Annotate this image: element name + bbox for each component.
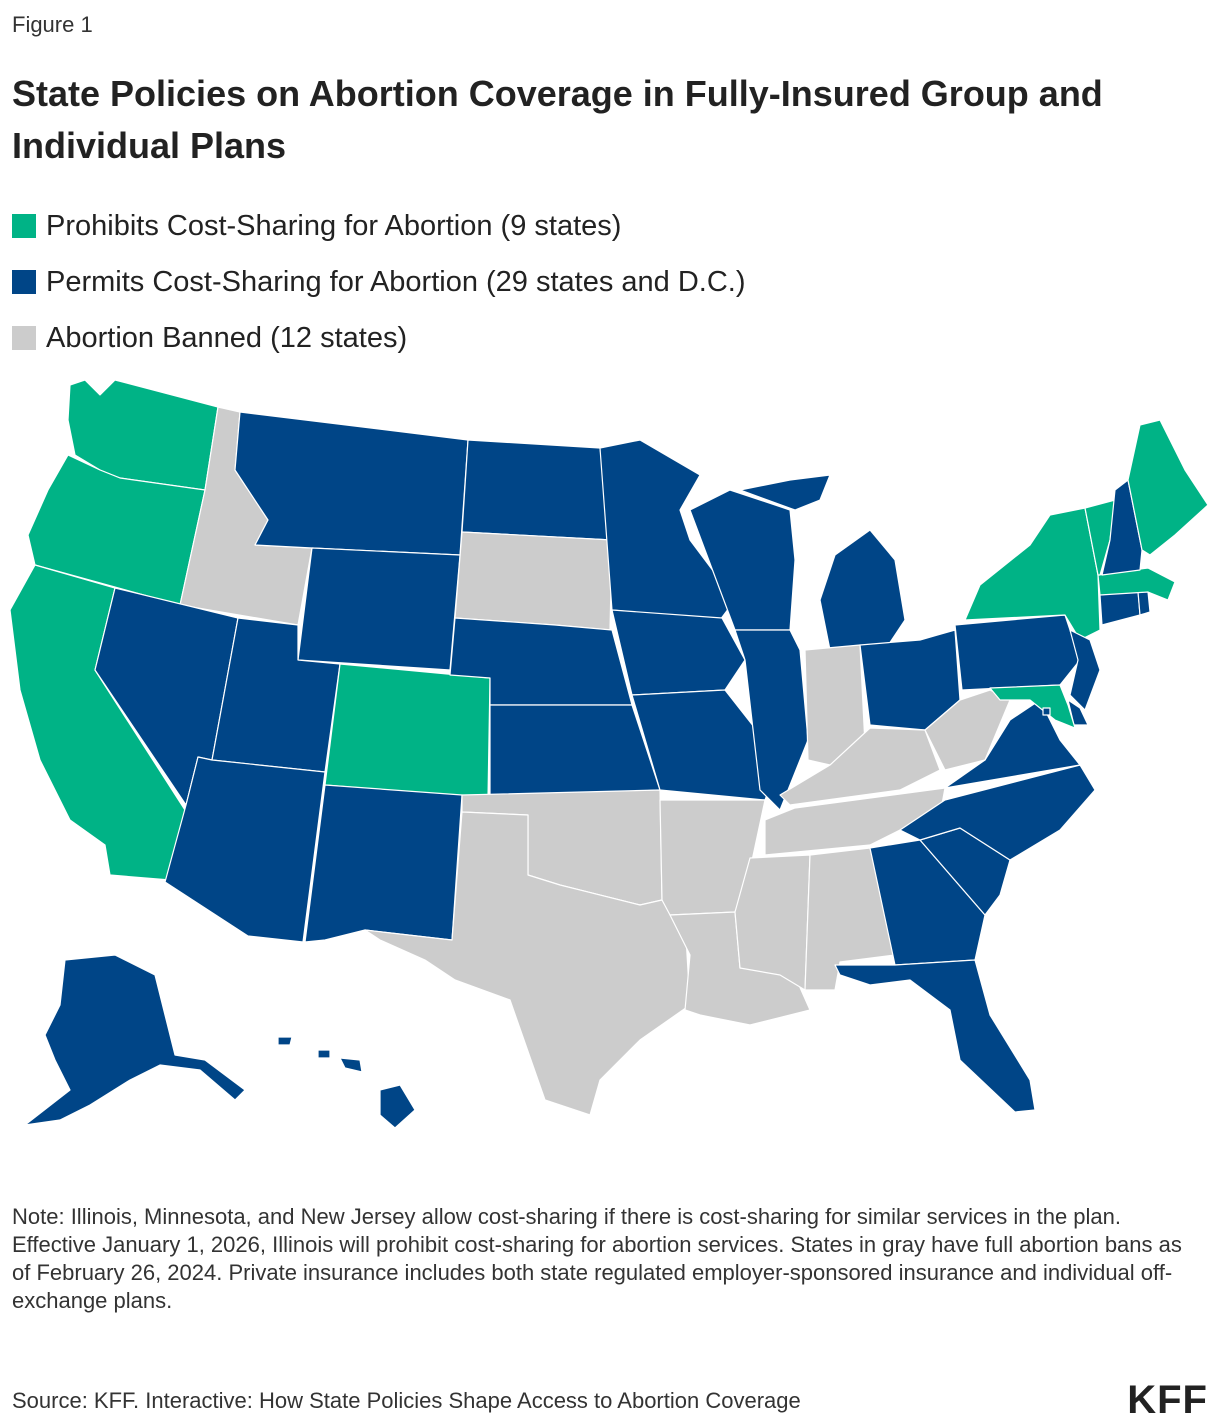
- figure-label: Figure 1: [12, 12, 93, 37]
- state-ND[interactable]: [461, 439, 613, 541]
- legend-item-prohibits: Prohibits Cost-Sharing for Abortion (9 s…: [12, 198, 746, 254]
- state-HI[interactable]: [277, 1036, 416, 1129]
- state-MA[interactable]: [1097, 567, 1176, 601]
- state-DC[interactable]: [1042, 707, 1051, 716]
- state-WI[interactable]: [689, 489, 796, 631]
- us-map: [9, 379, 1209, 1129]
- state-NM[interactable]: [304, 784, 463, 943]
- state-MD[interactable]: [989, 684, 1076, 729]
- state-AZ[interactable]: [164, 756, 326, 943]
- note-text: Note: Illinois, Minnesota, and New Jerse…: [12, 1204, 1182, 1313]
- legend-item-banned: Abortion Banned (12 states): [12, 310, 746, 366]
- source-text: Source: KFF. Interactive: How State Poli…: [12, 1388, 801, 1413]
- kff-logo: KFF: [1127, 1378, 1208, 1422]
- state-ME[interactable]: [1127, 419, 1209, 556]
- state-IA[interactable]: [611, 609, 746, 696]
- state-FL[interactable]: [834, 959, 1036, 1113]
- legend-label-banned: Abortion Banned (12 states): [46, 321, 408, 354]
- state-WY[interactable]: [297, 547, 461, 671]
- state-SD[interactable]: [454, 531, 613, 631]
- state-VT[interactable]: [1084, 499, 1116, 576]
- state-GA[interactable]: [869, 839, 986, 966]
- state-CT[interactable]: [1099, 589, 1141, 626]
- state-KY[interactable]: [779, 727, 941, 806]
- legend-swatch-permits: [12, 270, 36, 294]
- state-PA[interactable]: [954, 614, 1081, 691]
- state-NJ[interactable]: [1069, 629, 1101, 711]
- legend-swatch-prohibits: [12, 214, 36, 238]
- state-RI[interactable]: [1137, 591, 1151, 616]
- state-MT[interactable]: [234, 411, 469, 556]
- legend-swatch-banned: [12, 326, 36, 350]
- state-AK[interactable]: [24, 954, 246, 1126]
- state-MI[interactable]: [739, 474, 906, 651]
- legend-item-permits: Permits Cost-Sharing for Abortion (29 st…: [12, 254, 746, 310]
- state-NY[interactable]: [964, 507, 1101, 641]
- state-KS[interactable]: [489, 704, 661, 799]
- legend-label-prohibits: Prohibits Cost-Sharing for Abortion (9 s…: [46, 209, 622, 242]
- legend: Prohibits Cost-Sharing for Abortion (9 s…: [12, 198, 746, 366]
- state-CO[interactable]: [324, 663, 491, 799]
- state-IL[interactable]: [734, 629, 809, 811]
- state-TX[interactable]: [364, 811, 691, 1116]
- chart-title: State Policies on Abortion Coverage in F…: [12, 73, 1103, 166]
- state-NC[interactable]: [899, 764, 1096, 861]
- legend-label-permits: Permits Cost-Sharing for Abortion (29 st…: [46, 265, 746, 298]
